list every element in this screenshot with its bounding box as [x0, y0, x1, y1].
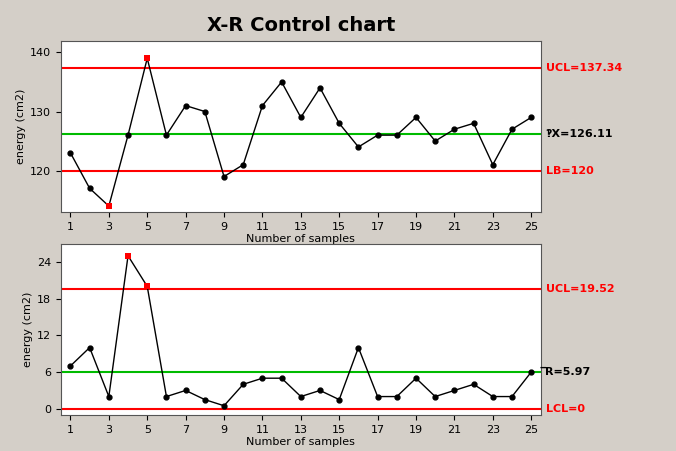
Text: ‽X=126.11: ‽X=126.11 — [546, 129, 613, 139]
Y-axis label: energy (cm2): energy (cm2) — [16, 88, 26, 164]
Text: LCL=0: LCL=0 — [546, 404, 585, 414]
Text: X-R Control chart: X-R Control chart — [207, 16, 395, 35]
Text: UCL=19.52: UCL=19.52 — [546, 284, 614, 295]
Text: UCL=137.34: UCL=137.34 — [546, 63, 622, 73]
Y-axis label: energy (cm2): energy (cm2) — [23, 291, 32, 367]
X-axis label: Number of samples: Number of samples — [246, 235, 356, 244]
Text: ̅R=5.97: ̅R=5.97 — [546, 367, 591, 377]
X-axis label: Number of samples: Number of samples — [246, 437, 356, 447]
Text: LB=120: LB=120 — [546, 166, 594, 175]
